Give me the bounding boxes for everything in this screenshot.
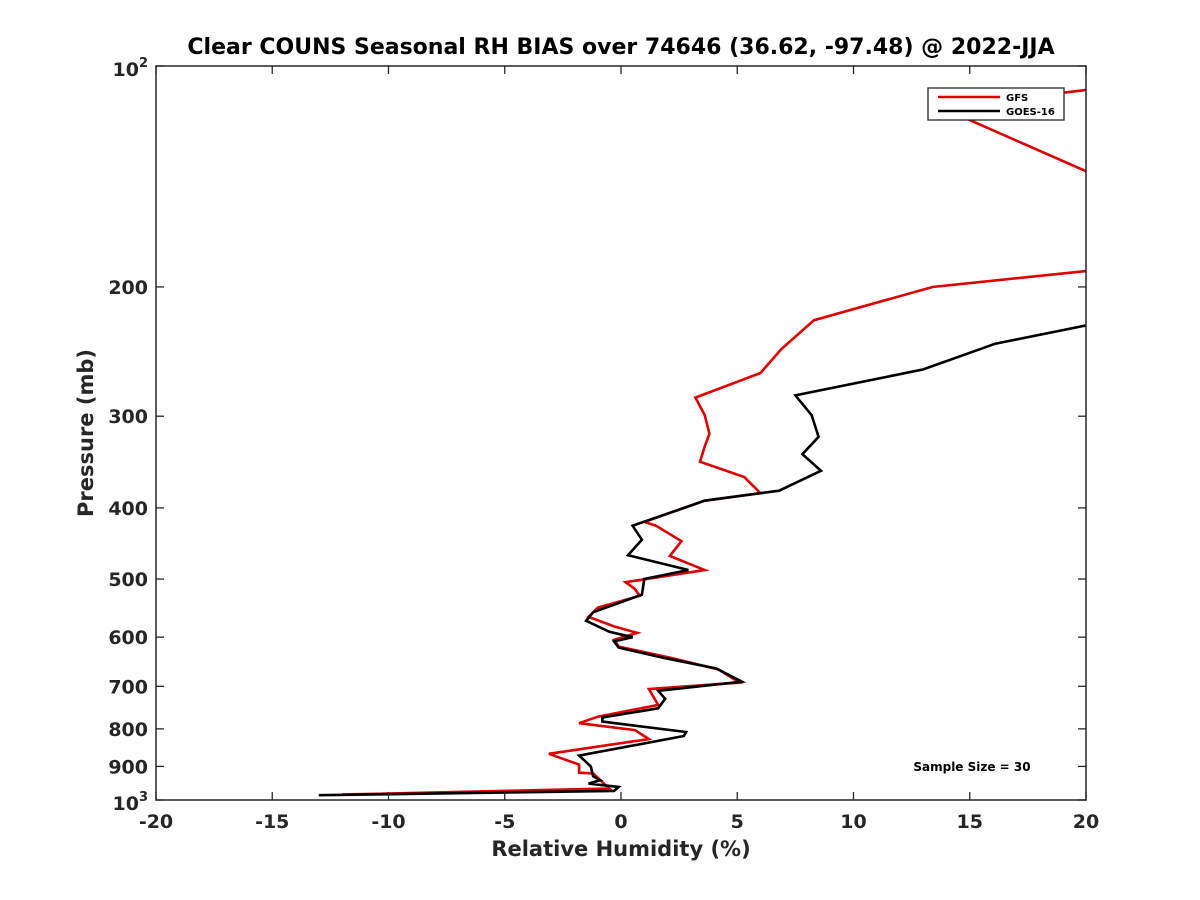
y-tick-label: 400 [108,498,148,520]
chart-title: Clear COUNS Seasonal RH BIAS over 74646 … [187,35,1054,60]
x-tick-label: -5 [494,811,515,833]
legend-entry-label: GOES-16 [1006,107,1055,118]
series-line-gfs [341,88,1086,796]
y-tick-label: 103 [113,790,149,815]
y-tick-label: 700 [108,676,148,698]
x-tick-label: -20 [139,811,173,833]
x-tick-label: 5 [731,811,744,833]
y-axis: 102 200 300 400 500 600 700 800 900 103 [108,56,1086,815]
axes-box [155,65,1087,801]
sample-size-annotation: Sample Size = 30 [913,760,1030,774]
y-tick-label: 600 [108,627,148,649]
series-layer [318,88,1086,797]
x-tick-label: 15 [957,811,983,833]
x-tick-label: 10 [840,811,866,833]
y-tick-label: 102 [113,56,149,81]
legend: GFS GOES-16 [927,87,1065,121]
y-axis-label: Pressure (mb) [74,349,98,517]
x-tick-label: 20 [1073,811,1099,833]
y-tick-label: 500 [108,569,148,591]
x-axis-label: Relative Humidity (%) [491,837,750,861]
x-tick-label: -15 [255,811,289,833]
x-tick-label: 0 [614,811,627,833]
legend-entry-label: GFS [1006,93,1028,104]
x-axis: -20 -15 -10 -5 0 5 10 15 20 [139,66,1099,833]
y-tick-label: 900 [108,756,148,778]
y-tick-label: 200 [108,277,148,299]
x-tick-label: -10 [371,811,405,833]
y-tick-label: 300 [108,406,148,428]
y-tick-label: 800 [108,719,148,741]
legend-box [927,87,1065,121]
series-line-goes-16 [318,324,1086,797]
